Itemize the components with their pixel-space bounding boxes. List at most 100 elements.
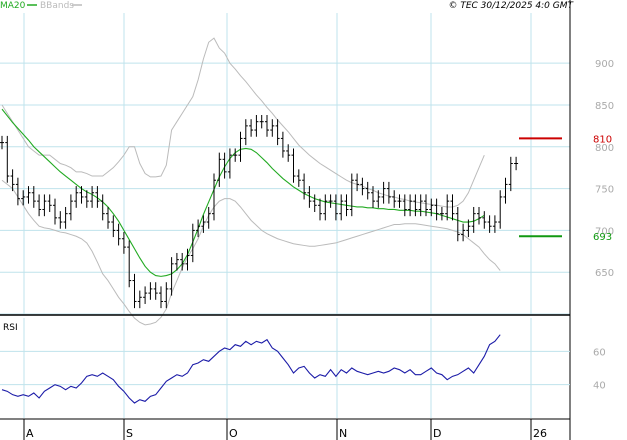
ohlc-bar xyxy=(286,144,291,162)
legend-bbands: BBands xyxy=(40,1,74,11)
ohlc-bar xyxy=(121,232,126,254)
ohlc-bar xyxy=(434,198,439,221)
ohlc-bar xyxy=(376,190,381,208)
ohlc-bar xyxy=(392,190,397,208)
ohlc-bar xyxy=(174,252,179,271)
rsi-line xyxy=(1,334,501,404)
ohlc-bar xyxy=(413,194,418,217)
bbands-lower-line xyxy=(1,179,501,326)
ohlc-bar xyxy=(10,169,15,192)
ohlc-bar xyxy=(508,156,513,192)
ohlc-bar xyxy=(143,286,148,304)
ohlc-bar xyxy=(185,248,190,271)
ohlc-bar xyxy=(461,223,466,242)
ohlc-bar xyxy=(386,181,391,204)
ohlc-bar xyxy=(333,194,338,221)
copyright-label: © TEC 30/12/2025 4:0 GMT xyxy=(448,1,574,11)
ohlc-bar xyxy=(408,194,413,217)
ohlc-bar xyxy=(514,156,519,171)
ohlc-bar xyxy=(371,186,375,208)
ohlc-bar xyxy=(233,148,238,162)
ohlc-bar xyxy=(259,115,264,129)
ohlc-bar xyxy=(487,215,492,233)
bbands-upper-line xyxy=(1,37,485,208)
ohlc-bar xyxy=(212,173,216,221)
ohlc-bar xyxy=(238,131,243,162)
ohlc-bar xyxy=(90,186,95,208)
ohlc-bar xyxy=(159,286,163,309)
ohlc-bar xyxy=(106,206,110,229)
ohlc-bar xyxy=(429,198,434,217)
ohlc-bar xyxy=(291,148,296,183)
ohlc-bar xyxy=(47,194,52,212)
rsi-tick-label: 60 xyxy=(593,347,606,358)
ohlc-bar xyxy=(169,257,174,296)
ohlc-bar xyxy=(15,177,20,206)
x-tick-label: S xyxy=(126,427,133,440)
ohlc-bar xyxy=(254,115,259,137)
ohlc-bar xyxy=(477,206,481,225)
ohlc-bar xyxy=(381,181,386,204)
ohlc-bar xyxy=(402,194,407,217)
ohlc-bar xyxy=(302,173,307,200)
ohlc-bar xyxy=(180,252,185,271)
ohlc-bar xyxy=(206,206,211,229)
ohlc-bar xyxy=(265,115,269,137)
ohlc-bar xyxy=(148,282,153,300)
ohlc-bar xyxy=(471,206,476,233)
ohlc-bar xyxy=(79,186,84,204)
ohlc-bar xyxy=(482,211,487,229)
ohlc-bar xyxy=(280,131,285,158)
price-panel: 900 850 800 750 700 650 810 693 xyxy=(0,0,614,440)
ohlc-bar xyxy=(397,194,402,208)
ohlc-bar xyxy=(227,148,232,179)
ohlc-bar xyxy=(84,190,89,208)
ohlc-bar xyxy=(424,194,428,217)
ohlc-bar xyxy=(111,215,116,238)
ohlc-bar xyxy=(503,177,508,204)
ohlc-bar xyxy=(344,194,349,217)
ohlc-bar xyxy=(222,152,227,179)
legend-ma20: MA20 xyxy=(0,1,26,11)
rsi-tick-label: 40 xyxy=(593,381,606,392)
rsi-title: RSI xyxy=(3,323,18,333)
ohlc-bar xyxy=(249,119,254,137)
x-tick-label: 26 xyxy=(533,427,547,440)
ohlc-bar xyxy=(243,119,248,146)
price-tick-label: 750 xyxy=(595,185,614,196)
level-label-693: 693 xyxy=(593,232,612,243)
ohlc-bar xyxy=(275,119,280,146)
ohlc-bar xyxy=(455,206,460,242)
level-label-810: 810 xyxy=(593,134,612,145)
ohlc-bar xyxy=(42,194,47,217)
ohlc-bar xyxy=(68,194,73,221)
ohlc-bar xyxy=(201,215,206,233)
ohlc-bar xyxy=(127,240,132,288)
ohlc-bar xyxy=(318,198,322,221)
ohlc-bar xyxy=(355,173,360,192)
ohlc-bar xyxy=(26,186,31,204)
ohlc-bar xyxy=(312,194,317,212)
ohlc-bar xyxy=(37,194,42,217)
ohlc-bar xyxy=(270,119,275,137)
ohlc-bar xyxy=(100,194,105,221)
ohlc-bar xyxy=(445,194,450,221)
price-tick-label: 850 xyxy=(595,101,614,112)
ohlc-bar xyxy=(137,290,142,309)
price-tick-label: 900 xyxy=(595,59,614,70)
x-tick-label: A xyxy=(26,427,34,440)
x-tick-label: O xyxy=(229,427,238,440)
price-tick-label: 650 xyxy=(595,268,614,279)
ohlc-bar xyxy=(196,219,201,238)
price-tick-label: 800 xyxy=(595,143,614,154)
ohlc-bar xyxy=(418,194,423,217)
ohlc-bar xyxy=(95,186,100,208)
ohlc-bar xyxy=(498,190,503,229)
ohlc-bar xyxy=(58,211,63,229)
ohlc-bar xyxy=(439,206,444,221)
ohlc-bar xyxy=(360,177,365,196)
ohlc-bar xyxy=(0,135,4,150)
ohlc-bar xyxy=(31,186,36,208)
ohlc-bar xyxy=(365,181,370,200)
